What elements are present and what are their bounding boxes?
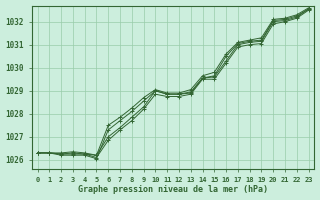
X-axis label: Graphe pression niveau de la mer (hPa): Graphe pression niveau de la mer (hPa) xyxy=(78,185,268,194)
